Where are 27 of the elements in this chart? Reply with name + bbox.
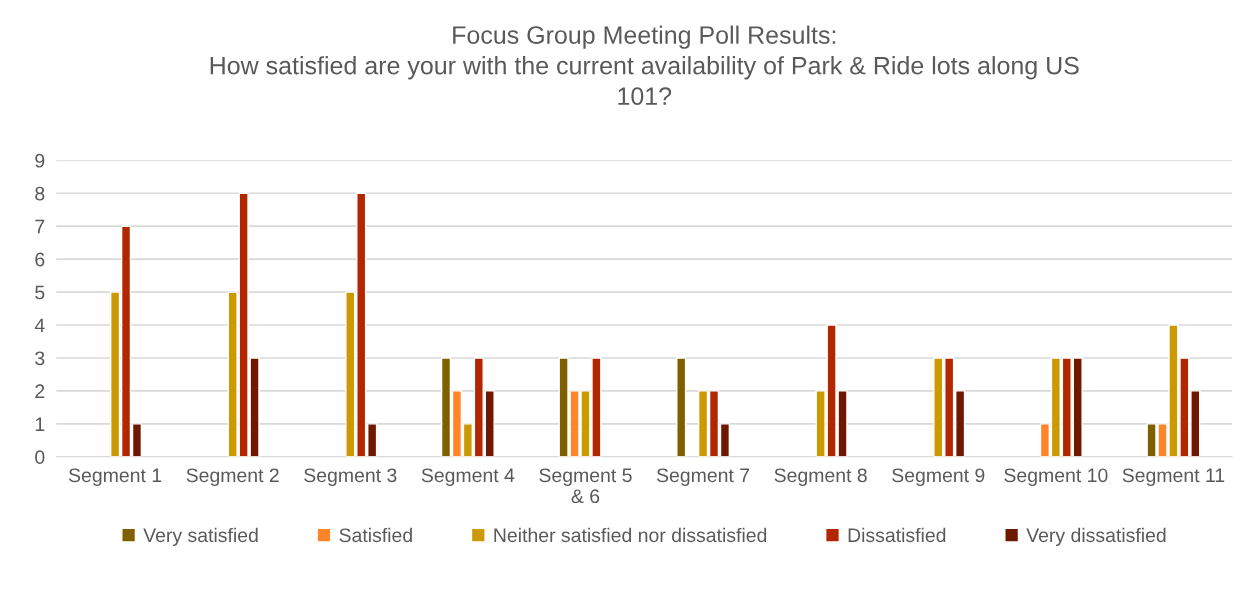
x-tick-label: Segment 5 & 6 [539, 468, 632, 504]
y-tick-label: 2 [35, 384, 45, 398]
y-tick-label: 3 [35, 351, 45, 366]
y-tick-label: 4 [34, 318, 45, 333]
x-tick-label: Segment 8 [774, 468, 867, 487]
y-tick-label: 1 [35, 417, 45, 431]
bar [676, 357, 687, 457]
legend-label: Very satisfied [143, 527, 258, 546]
chart-title: Focus Group Meeting Poll Results: How satisfied are your with the current availability of Park & Ride lots along US 101? [210, 25, 1079, 106]
y-tick-label: 0 [35, 450, 45, 465]
x-tick-label: Segment 9 [892, 468, 985, 487]
x-tick-label: Segment 4 [421, 468, 515, 487]
legend-label: Satisfied [339, 527, 412, 543]
y-tick-label: 9 [35, 153, 45, 168]
y-tick-label: 5 [35, 285, 45, 300]
x-tick-label: Segment 2 [186, 468, 279, 487]
x-tick-label: Segment 7 [656, 468, 750, 487]
x-tick-label: Segment 3 [304, 468, 397, 487]
y-tick-label: 6 [35, 252, 45, 267]
y-tick-label: 7 [35, 219, 45, 234]
legend-label: Very dissatisfied [1026, 527, 1166, 546]
legend-label: Neither satisfied nor dissatisfied [494, 527, 767, 543]
x-tick-label: Segment 10 [1004, 468, 1108, 487]
legend-label: Dissatisfied [848, 527, 946, 543]
y-tick-label: 8 [35, 186, 45, 201]
x-tick-label: Segment 11 [1122, 468, 1225, 487]
x-tick-label: Segment 1 [68, 468, 162, 487]
